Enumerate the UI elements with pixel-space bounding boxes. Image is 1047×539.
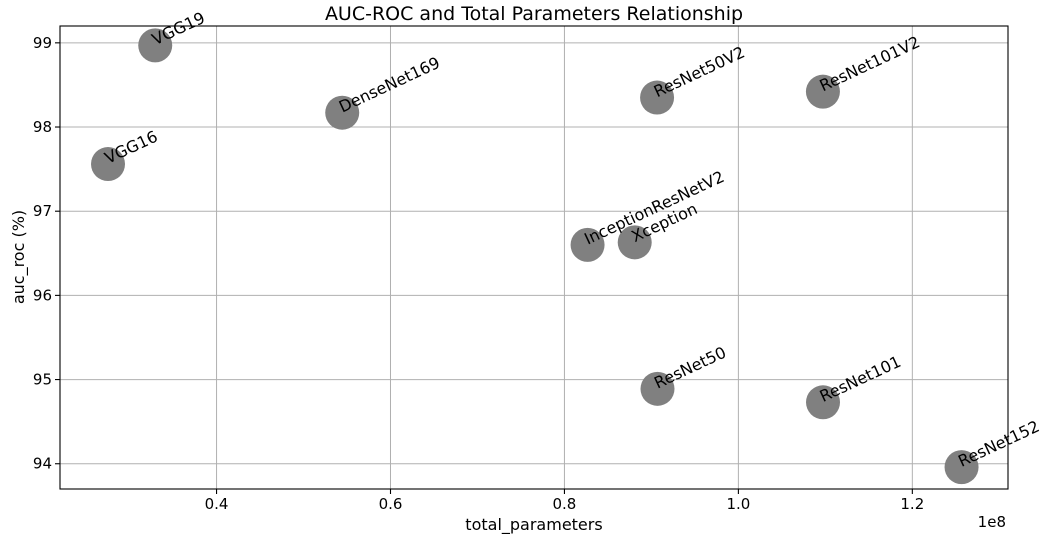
y-axis-label: auc_roc (%) bbox=[9, 210, 29, 304]
x-tick-label: 1.2 bbox=[900, 495, 924, 513]
point-label: VGG16 bbox=[102, 127, 161, 168]
data-point bbox=[806, 385, 841, 420]
data-point bbox=[944, 450, 979, 485]
data-point bbox=[617, 225, 652, 260]
data-point bbox=[805, 74, 840, 109]
point-label: DenseNet169 bbox=[336, 53, 443, 116]
x-axis-offset-label: 1e8 bbox=[978, 513, 1006, 531]
axis-ticks: 0.4 0.6 0.8 1.0 1.2 94 95 96 97 98 99 bbox=[33, 34, 924, 513]
x-tick-label: 0.8 bbox=[553, 495, 577, 513]
y-tick-label: 95 bbox=[33, 371, 52, 389]
y-tick-label: 96 bbox=[33, 286, 52, 304]
data-point bbox=[640, 371, 675, 406]
data-point bbox=[325, 95, 360, 130]
point-label: ResNet50 bbox=[651, 343, 729, 393]
plot-frame bbox=[59, 25, 1009, 490]
y-tick-label: 97 bbox=[33, 202, 52, 220]
x-tick-label: 0.6 bbox=[379, 495, 403, 513]
chart-title: AUC-ROC and Total Parameters Relationshi… bbox=[325, 3, 743, 25]
x-tick-label: 1.0 bbox=[726, 495, 750, 513]
data-point bbox=[91, 147, 126, 182]
point-label: ResNet101V2 bbox=[817, 32, 923, 95]
x-tick-label: 0.4 bbox=[205, 495, 229, 513]
data-points bbox=[91, 28, 979, 485]
x-axis-label: total_parameters bbox=[465, 515, 602, 535]
grid bbox=[60, 26, 1008, 489]
y-tick-label: 94 bbox=[33, 455, 52, 473]
data-point bbox=[570, 227, 605, 262]
point-label: ResNet152 bbox=[955, 417, 1042, 471]
data-point bbox=[138, 28, 173, 63]
data-point bbox=[640, 80, 675, 115]
y-tick-label: 98 bbox=[33, 118, 52, 136]
point-label: ResNet101 bbox=[817, 352, 904, 406]
point-label: ResNet50V2 bbox=[651, 42, 748, 101]
y-tick-label: 99 bbox=[33, 34, 52, 52]
